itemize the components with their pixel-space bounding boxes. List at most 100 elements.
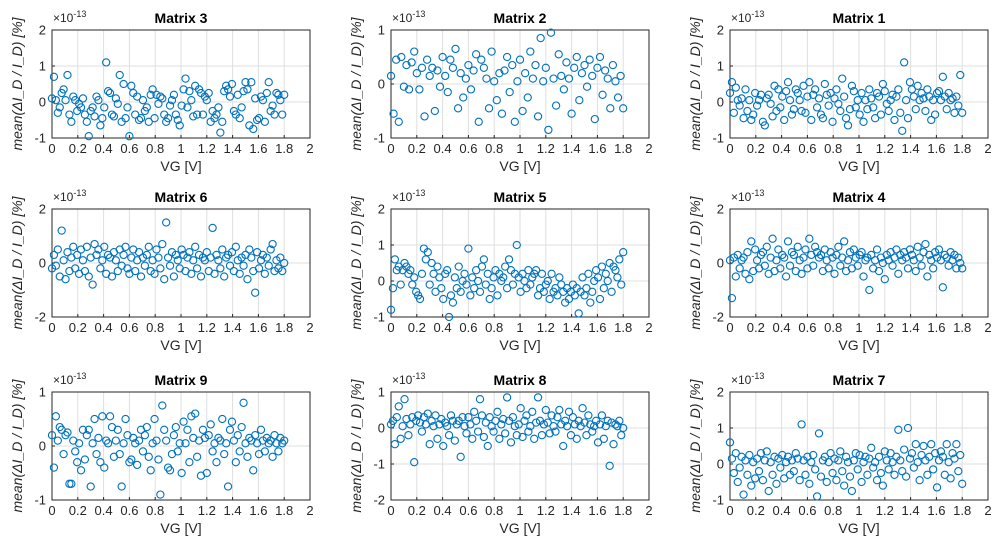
data-point — [845, 472, 855, 481]
data-point — [859, 117, 868, 126]
data-point — [553, 291, 562, 300]
data-point — [390, 255, 400, 264]
data-point — [175, 121, 184, 130]
data-point — [134, 115, 144, 125]
data-point — [107, 110, 117, 119]
data-point — [144, 242, 153, 251]
data-point — [412, 69, 421, 78]
data-point — [803, 452, 812, 461]
data-point — [113, 99, 122, 108]
data-point — [577, 69, 587, 78]
data-point — [249, 466, 258, 475]
data-point — [249, 124, 258, 134]
data-point — [812, 492, 822, 501]
data-point — [430, 106, 440, 116]
data-point — [192, 110, 202, 119]
data-point — [778, 250, 787, 260]
data-point — [822, 90, 831, 99]
data-point — [781, 272, 791, 281]
data-point — [824, 264, 833, 273]
data-point — [795, 476, 804, 485]
data-point — [832, 476, 841, 485]
data-point — [938, 72, 947, 81]
data-point — [855, 450, 864, 460]
x-tick-label: 1.4 — [902, 141, 920, 156]
data-point — [903, 423, 913, 433]
data-point — [838, 74, 847, 83]
subplot-title: Matrix 7 — [833, 372, 886, 388]
data-point — [606, 104, 615, 113]
data-point — [566, 431, 576, 440]
data-point — [493, 407, 502, 416]
data-point — [111, 436, 121, 445]
data-point — [586, 298, 595, 307]
data-point — [783, 78, 793, 87]
data-point — [582, 82, 592, 91]
data-point — [495, 69, 504, 78]
data-point — [408, 280, 417, 289]
data-point — [471, 266, 481, 275]
data-point — [876, 468, 886, 478]
data-point — [770, 452, 779, 461]
x-tick-label: 0.4 — [434, 503, 452, 518]
x-tick-label: 1.2 — [537, 141, 555, 156]
data-point — [807, 458, 816, 467]
y-tick-label: 0 — [39, 95, 46, 110]
data-point — [410, 273, 419, 282]
data-point — [810, 242, 820, 251]
data-point — [100, 103, 109, 112]
data-point — [51, 96, 61, 105]
data-point — [433, 262, 442, 271]
x-tick-label: 1 — [177, 141, 184, 156]
data-point — [402, 414, 411, 424]
data-point — [543, 418, 552, 427]
y-tick-label: 2 — [39, 23, 46, 38]
data-point — [894, 425, 903, 434]
data-point — [541, 63, 550, 72]
data-point — [464, 244, 473, 253]
data-point — [588, 427, 597, 436]
data-point — [276, 96, 285, 105]
y-tick-label: 0 — [717, 95, 724, 110]
y-exponent-label: ×10-13 — [731, 188, 764, 204]
data-point — [142, 250, 151, 260]
data-point — [450, 273, 460, 282]
data-point — [63, 248, 72, 257]
data-point — [156, 490, 165, 499]
data-point — [954, 253, 963, 262]
x-tick-label: 0.4 — [95, 320, 113, 335]
data-point — [202, 468, 211, 478]
data-point — [256, 425, 266, 434]
x-axis-label: VG [V] — [499, 158, 540, 174]
data-point — [588, 287, 597, 296]
data-point — [925, 452, 934, 461]
x-tick-label: 1.8 — [275, 141, 293, 156]
data-point — [466, 420, 475, 429]
y-exponent-label: ×10-13 — [731, 371, 764, 387]
data-point — [154, 253, 163, 262]
x-tick-label: 0.2 — [408, 503, 426, 518]
data-point — [861, 96, 870, 105]
data-point — [233, 90, 242, 99]
data-point — [824, 458, 833, 467]
y-tick-label: 2 — [378, 202, 385, 217]
y-tick-label: 2 — [717, 23, 724, 38]
data-point — [901, 96, 911, 105]
data-point — [789, 250, 799, 260]
x-tick-label: 0.8 — [485, 503, 503, 518]
data-point — [832, 85, 841, 94]
data-point — [836, 106, 845, 116]
x-tick-label: 0.8 — [824, 503, 842, 518]
data-point — [890, 115, 899, 125]
data-point — [136, 114, 146, 123]
data-point — [865, 285, 874, 295]
scatter-series — [386, 393, 628, 470]
data-point — [901, 472, 911, 481]
data-point — [214, 256, 223, 265]
data-point — [958, 264, 967, 273]
x-tick-label: 1.8 — [275, 320, 293, 335]
data-point — [894, 269, 903, 278]
x-tick-label: 1.8 — [953, 320, 971, 335]
data-point — [428, 63, 437, 72]
x-tick-label: 1.2 — [198, 141, 216, 156]
